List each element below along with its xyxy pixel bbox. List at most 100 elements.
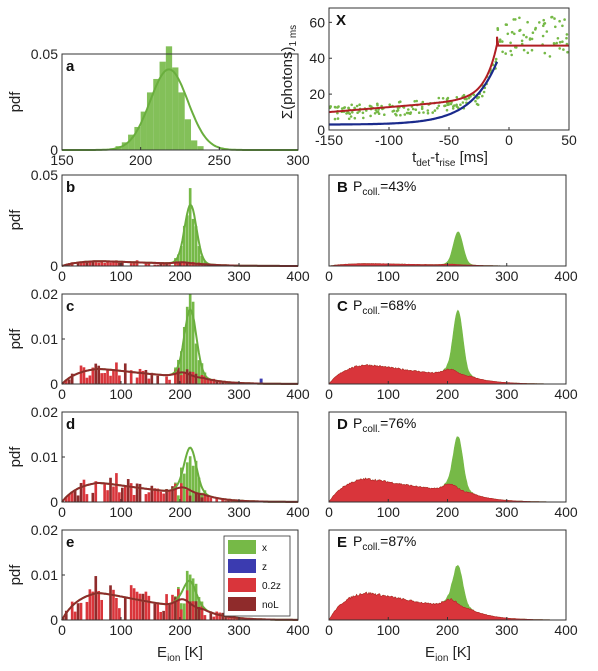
y-tick-label-c: 0.02	[31, 286, 58, 302]
panel-label-c: c	[66, 298, 74, 315]
bar-red-d	[79, 482, 83, 502]
bar-red-e	[156, 602, 160, 620]
bar-x-d	[185, 462, 189, 502]
data-point-X	[397, 100, 401, 104]
bar-x-c	[182, 326, 186, 384]
data-point-X	[501, 40, 504, 43]
y-tick-label-c: 0	[50, 376, 58, 392]
data-point-X	[552, 42, 556, 45]
bar-red-e	[109, 585, 112, 620]
bar-red-c	[79, 365, 83, 384]
bar-red-e	[239, 618, 242, 620]
x-tick-label-D: 100	[377, 504, 401, 520]
data-point-X	[380, 104, 383, 108]
x-tick-label-b: 0	[58, 268, 66, 284]
fit-line-blue-X	[329, 61, 499, 126]
bar-red-e	[180, 609, 183, 620]
data-point-X	[415, 99, 419, 103]
bar-red-c	[215, 380, 219, 384]
panel-label-E: E	[337, 534, 347, 551]
bar-x-b	[200, 255, 204, 266]
data-point-X	[501, 50, 504, 54]
bar-red-b	[106, 261, 109, 266]
data-point-X	[348, 112, 352, 115]
bar-x-b	[185, 215, 189, 266]
data-point-X	[556, 37, 560, 40]
data-point-X	[522, 48, 526, 52]
x-tick-label-E: 100	[377, 622, 401, 638]
data-point-X	[337, 105, 340, 108]
bar-red-b	[88, 262, 92, 266]
data-point-X	[407, 108, 410, 111]
bar-red-b	[103, 262, 106, 266]
data-point-X	[336, 117, 340, 120]
bar-red-d	[135, 483, 139, 502]
bar-red-c	[144, 369, 148, 384]
bar-red-c	[64, 380, 68, 384]
bar-red-d	[159, 491, 162, 502]
bar-a	[159, 61, 166, 150]
bar-a	[165, 46, 173, 150]
bar-red-d	[180, 483, 183, 502]
y-tick-label-X: 20	[309, 86, 325, 102]
y-axis-label-e: pdf	[7, 564, 24, 586]
bar-red-e	[88, 589, 92, 620]
bar-red-d	[121, 487, 124, 502]
bar-red-c	[85, 377, 89, 384]
bar-red-e	[197, 606, 201, 620]
y-tick-label-e: 0.01	[31, 567, 58, 583]
bar-red-c	[141, 370, 145, 384]
bar-x-c	[200, 363, 204, 384]
bar-red-e	[147, 595, 151, 620]
bar-red-c	[103, 372, 106, 384]
bar-red-d	[85, 494, 89, 502]
bar-red-c	[97, 365, 101, 384]
x-tick-label-X: 50	[561, 132, 577, 148]
bar-red-d	[112, 486, 115, 502]
bar-red-d	[197, 493, 201, 502]
bar-x-d	[200, 492, 204, 502]
data-point-X	[376, 102, 379, 106]
bar-red-e	[138, 593, 142, 620]
data-point-X	[558, 19, 561, 23]
bar-red-e	[209, 611, 213, 620]
x-tick-label-e: 300	[227, 622, 251, 638]
data-point-X	[420, 105, 424, 109]
bar-red-c	[67, 379, 71, 384]
bar-red-e	[97, 590, 101, 620]
data-point-X	[538, 21, 541, 24]
bar-red-c	[200, 375, 204, 384]
bar-red-d	[203, 493, 207, 502]
data-point-X	[414, 108, 418, 111]
bar-red-d	[94, 481, 98, 502]
data-point-X	[437, 104, 441, 108]
bar-red-e	[153, 603, 157, 620]
x-tick-label-E: 300	[495, 622, 519, 638]
fit-line-red-d	[61, 481, 298, 503]
x-tick-label-B: 200	[436, 268, 460, 284]
data-point-X	[351, 111, 354, 114]
bar-red-c	[188, 371, 192, 384]
x-tick-label-c: 0	[58, 386, 66, 402]
data-point-X	[472, 93, 476, 97]
x-tick-label-D: 400	[554, 504, 578, 520]
data-point-X	[518, 16, 521, 20]
bar-red-b	[153, 264, 157, 266]
data-point-X	[421, 100, 425, 104]
data-point-X	[481, 94, 484, 98]
bar-red-b	[118, 262, 121, 266]
data-point-X	[566, 50, 569, 54]
bar-red-d	[115, 473, 118, 502]
data-point-X	[530, 48, 534, 52]
bar-red-c	[109, 375, 112, 384]
bar-red-d	[126, 479, 130, 502]
x-tick-label-D: 300	[495, 504, 519, 520]
data-point-X	[353, 116, 357, 120]
data-point-X	[444, 104, 447, 107]
y-tick-label-a: 0.05	[31, 46, 58, 62]
bar-red-c	[115, 362, 118, 384]
bar-x-d	[194, 460, 198, 502]
bar-red-d	[106, 490, 109, 502]
x-tick-label-X: 0	[505, 132, 513, 148]
p-coll-label-D: Pcoll.=76%	[353, 415, 416, 435]
